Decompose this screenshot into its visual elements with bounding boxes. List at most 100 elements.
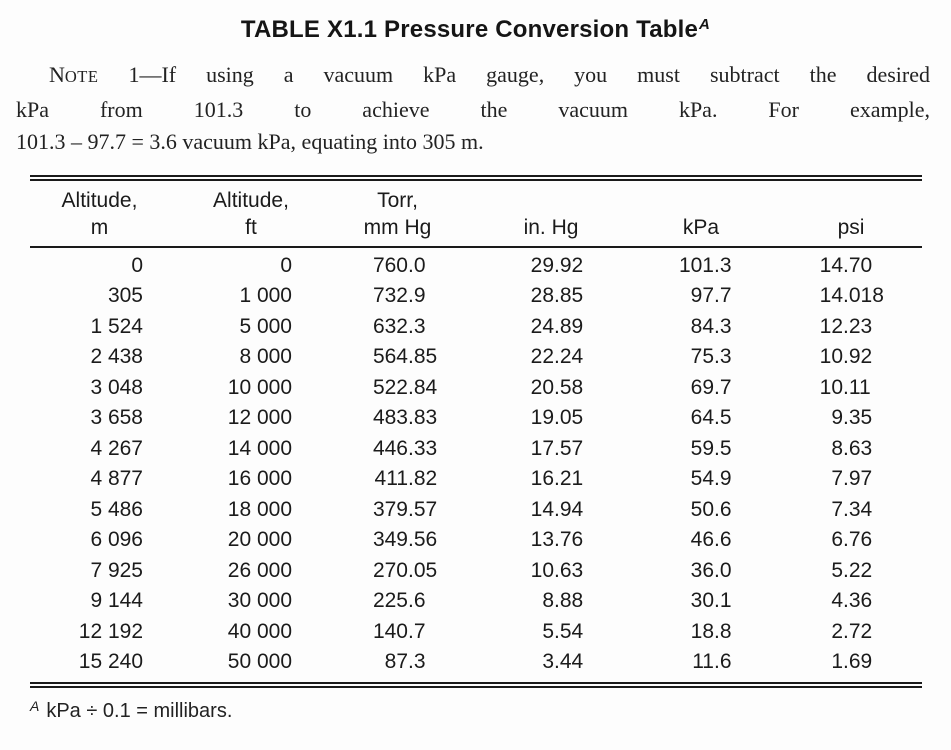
table-header-separator-rule xyxy=(30,245,922,248)
cell-torr-mm-hg: 760.0 xyxy=(305,254,470,278)
cell-fraction-part: .94 xyxy=(554,497,584,521)
cell-integer-part: 0 xyxy=(131,253,143,277)
cell-altitude-m: 12 192 xyxy=(30,620,155,644)
cell-altitude-m: 4 267 xyxy=(30,437,155,461)
cell-in-hg: 8.88 xyxy=(470,589,620,613)
cell-integer-part: 14 xyxy=(819,284,843,308)
cell-fraction-part: .57 xyxy=(408,497,438,521)
table-row: 5 486 18 000 379.57 14.94 50.6 7.34 xyxy=(30,495,922,526)
cell-psi: 8.63 xyxy=(760,437,922,461)
cell-in-hg: 28.85 xyxy=(470,284,620,308)
cell-altitude-m: 9 144 xyxy=(30,589,155,613)
table-row: 6 096 20 000 349.56 13.76 46.6 6.76 xyxy=(30,525,922,556)
cell-psi: 14.018 xyxy=(760,284,922,308)
note-line-1-text: 1—If using a vacuum kPa gauge, you must … xyxy=(98,62,930,87)
cell-fraction-part: .58 xyxy=(554,375,584,399)
cell-integer-part: 446 xyxy=(372,436,408,460)
pressure-conversion-table: Altitude, m Altitude, ft Torr, mm Hg in.… xyxy=(30,174,922,688)
cell-integer-part: 1 000 xyxy=(239,284,292,308)
cell-integer-part: 40 000 xyxy=(227,619,292,643)
cell-integer-part: 69 xyxy=(690,375,714,399)
cell-altitude-ft: 14 000 xyxy=(155,437,305,461)
cell-fraction-part: .6 xyxy=(714,497,732,521)
cell-integer-part: 7 xyxy=(831,467,843,491)
cell-integer-part: 26 000 xyxy=(227,558,292,582)
cell-altitude-m: 305 xyxy=(30,284,155,308)
cell-kpa: 36.0 xyxy=(620,559,760,583)
cell-fraction-part: .56 xyxy=(408,528,438,552)
cell-integer-part: 1 xyxy=(831,650,843,674)
cell-integer-part: 1 524 xyxy=(90,314,143,338)
cell-fraction-part: .35 xyxy=(843,406,873,430)
cell-fraction-part: .018 xyxy=(843,284,884,308)
cell-fraction-part: .36 xyxy=(843,589,873,613)
cell-in-hg: 22.24 xyxy=(470,345,620,369)
cell-in-hg: 29.92 xyxy=(470,254,620,278)
cell-psi: 10.11 xyxy=(760,376,922,400)
cell-kpa: 30.1 xyxy=(620,589,760,613)
cell-integer-part: 8 000 xyxy=(239,345,292,369)
cell-integer-part: 54 xyxy=(690,467,714,491)
cell-integer-part: 19 xyxy=(530,406,554,430)
column-header-kpa: kPa xyxy=(631,187,771,241)
cell-fraction-part: .3 xyxy=(408,314,426,338)
cell-in-hg: 10.63 xyxy=(470,559,620,583)
cell-fraction-part: .7 xyxy=(714,284,732,308)
cell-kpa: 50.6 xyxy=(620,498,760,522)
table-row: 7 925 26 000 270.05 10.63 36.0 5.22 xyxy=(30,556,922,587)
cell-fraction-part: .63 xyxy=(843,436,873,460)
cell-integer-part: 59 xyxy=(690,436,714,460)
table-title-text: TABLE X1.1 Pressure Conversion Table xyxy=(240,16,699,43)
cell-integer-part: 3 xyxy=(542,650,554,674)
cell-altitude-ft: 50 000 xyxy=(155,650,305,674)
cell-altitude-m: 6 096 xyxy=(30,528,155,552)
cell-integer-part: 2 xyxy=(831,619,843,643)
cell-kpa: 69.7 xyxy=(620,376,760,400)
cell-altitude-ft: 30 000 xyxy=(155,589,305,613)
cell-integer-part: 9 xyxy=(831,406,843,430)
cell-altitude-m: 1 524 xyxy=(30,315,155,339)
cell-integer-part: 564 xyxy=(372,345,408,369)
cell-fraction-part: .92 xyxy=(554,253,584,277)
cell-integer-part: 15 240 xyxy=(78,650,143,674)
cell-integer-part: 3 048 xyxy=(90,375,143,399)
cell-integer-part: 6 096 xyxy=(90,528,143,552)
table-row: 305 1 000 732.9 28.85 97.7 14.018 xyxy=(30,281,922,312)
cell-integer-part: 10 xyxy=(530,558,554,582)
cell-fraction-part: .63 xyxy=(554,558,584,582)
cell-integer-part: 2 438 xyxy=(90,345,143,369)
cell-in-hg: 20.58 xyxy=(470,376,620,400)
table-row: 3 658 12 000 483.83 19.05 64.5 9.35 xyxy=(30,403,922,434)
cell-altitude-ft: 16 000 xyxy=(155,467,305,491)
note-line-3: 101.3 – 97.7 = 3.6 vacuum kPa, equating … xyxy=(16,129,484,154)
cell-psi: 9.35 xyxy=(760,406,922,430)
cell-integer-part: 732 xyxy=(372,284,408,308)
cell-fraction-part: .57 xyxy=(554,436,584,460)
cell-altitude-m: 3 048 xyxy=(30,376,155,400)
cell-integer-part: 7 xyxy=(831,497,843,521)
cell-integer-part: 5 486 xyxy=(90,497,143,521)
cell-psi: 14.70 xyxy=(760,254,922,278)
cell-fraction-part: .9 xyxy=(408,284,426,308)
cell-torr-mm-hg: 379.57 xyxy=(305,498,470,522)
cell-kpa: 64.5 xyxy=(620,406,760,430)
cell-integer-part: 11 xyxy=(692,650,714,674)
cell-fraction-part: .0 xyxy=(714,558,732,582)
cell-fraction-part: .21 xyxy=(554,467,584,491)
cell-integer-part: 4 877 xyxy=(90,467,143,491)
cell-integer-part: 8 xyxy=(542,589,554,613)
column-header-altitude-ft: Altitude, ft xyxy=(176,187,326,241)
cell-altitude-ft: 0 xyxy=(155,254,305,278)
cell-fraction-part: .83 xyxy=(408,406,438,430)
column-header-line1 xyxy=(476,187,626,214)
cell-fraction-part: .7 xyxy=(408,619,426,643)
cell-integer-part: 12 192 xyxy=(78,619,143,643)
cell-altitude-ft: 12 000 xyxy=(155,406,305,430)
cell-integer-part: 10 000 xyxy=(227,375,292,399)
table-row: 15 240 50 000 87.3 3.44 11.6 1.69 xyxy=(30,647,922,678)
cell-in-hg: 3.44 xyxy=(470,650,620,674)
cell-kpa: 97.7 xyxy=(620,284,760,308)
cell-fraction-part: .22 xyxy=(843,558,873,582)
cell-fraction-part: .44 xyxy=(554,650,584,674)
